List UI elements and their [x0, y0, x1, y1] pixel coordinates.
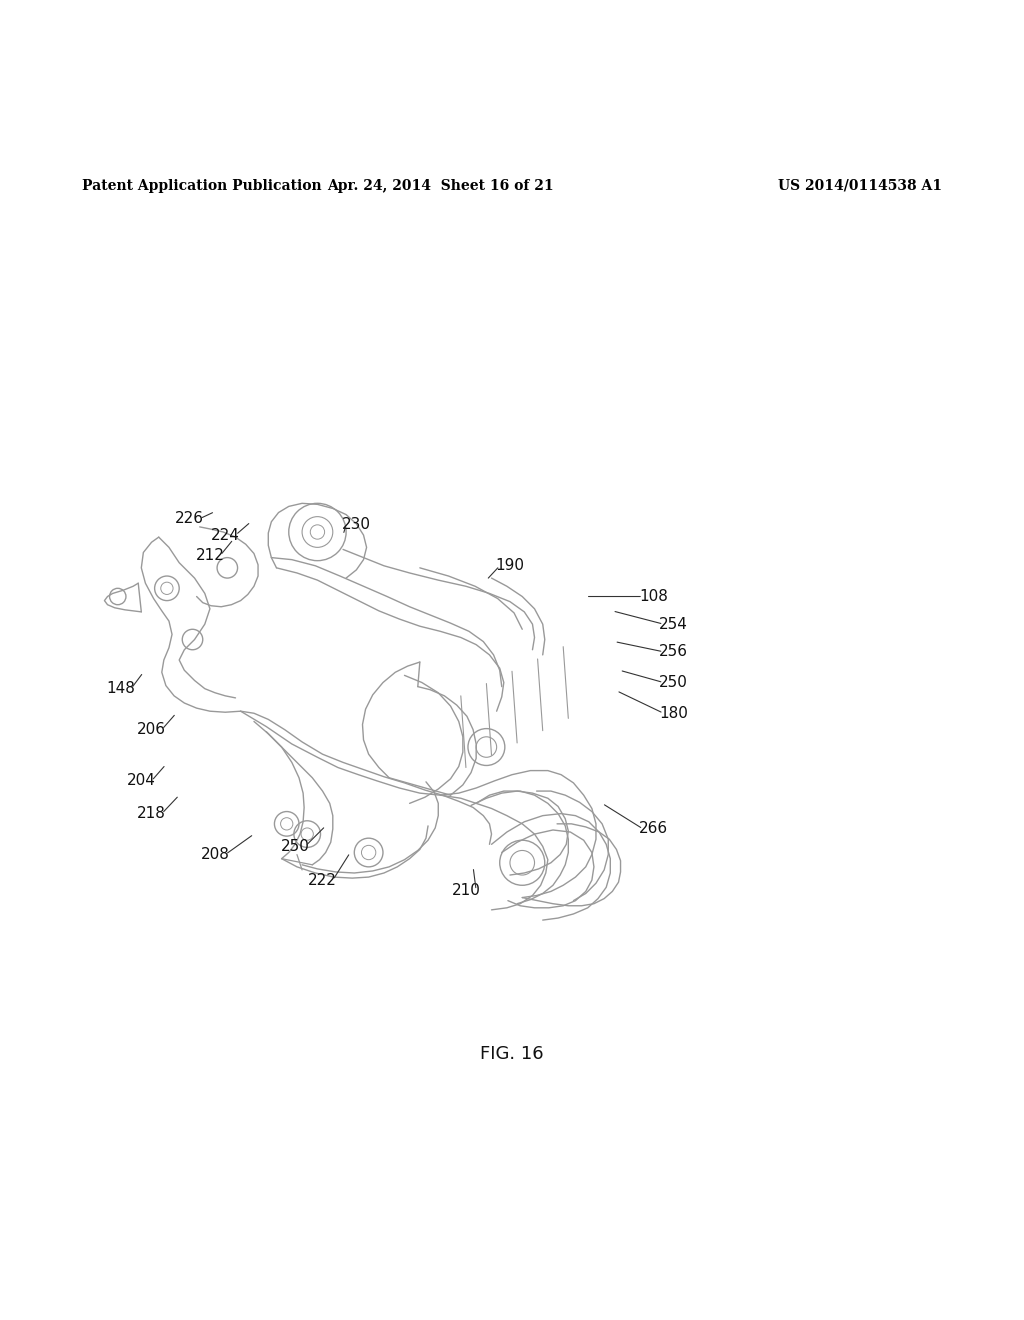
- Text: 208: 208: [201, 847, 229, 862]
- Text: 204: 204: [127, 774, 156, 788]
- Text: 222: 222: [308, 873, 337, 887]
- Text: 256: 256: [659, 644, 688, 659]
- Text: 212: 212: [196, 548, 224, 564]
- Text: 218: 218: [137, 807, 166, 821]
- Text: 230: 230: [342, 517, 371, 532]
- Text: 266: 266: [639, 821, 668, 837]
- Text: 190: 190: [496, 558, 524, 573]
- Text: 210: 210: [452, 883, 480, 898]
- Text: US 2014/0114538 A1: US 2014/0114538 A1: [778, 180, 942, 193]
- Text: Patent Application Publication: Patent Application Publication: [82, 180, 322, 193]
- Text: 224: 224: [211, 528, 240, 543]
- Text: 226: 226: [175, 511, 204, 527]
- Text: FIG. 16: FIG. 16: [480, 1045, 544, 1063]
- Text: 254: 254: [659, 616, 688, 632]
- Text: 250: 250: [659, 675, 688, 690]
- Text: 108: 108: [639, 589, 668, 605]
- Text: 148: 148: [106, 681, 135, 696]
- Text: 250: 250: [281, 840, 309, 854]
- Text: 180: 180: [659, 706, 688, 721]
- Text: Apr. 24, 2014  Sheet 16 of 21: Apr. 24, 2014 Sheet 16 of 21: [327, 180, 554, 193]
- Text: 206: 206: [137, 722, 166, 737]
